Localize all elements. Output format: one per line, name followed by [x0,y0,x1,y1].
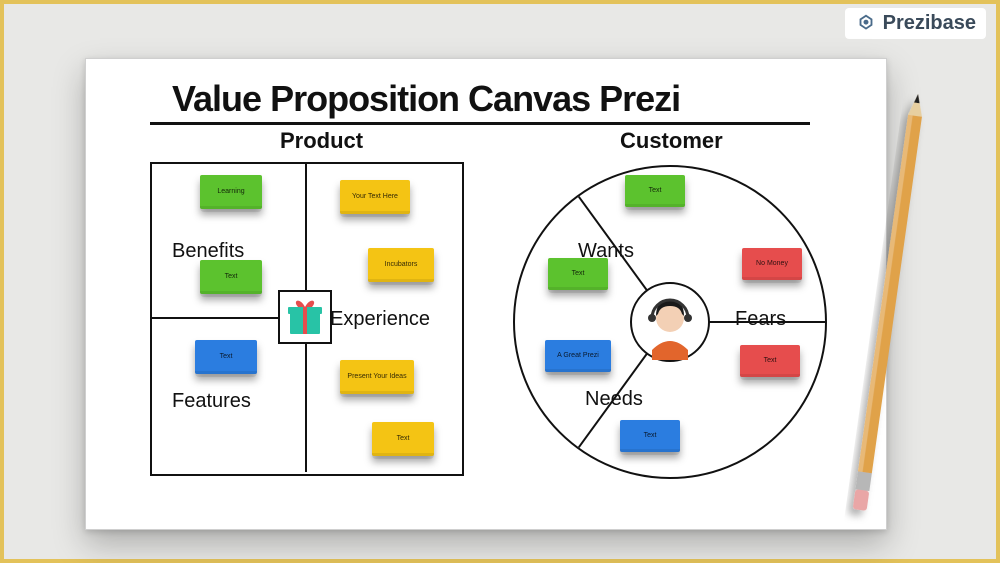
sticky-note: Text [195,340,257,374]
avatar-icon [632,284,708,360]
features-label: Features [172,390,251,413]
sticky-note-text: No Money [753,260,791,268]
sticky-note: Text [740,345,800,377]
sticky-note-text: Text [641,432,660,440]
sticky-note: Text [620,420,680,452]
prezibase-logo: Prezibase [845,8,986,39]
sticky-note-text: Text [217,353,236,361]
sticky-note: Learning [200,175,262,209]
sticky-note: Text [372,422,434,456]
sticky-note: Present Your Ideas [340,360,414,394]
sticky-note-text: Incubators [382,261,421,269]
sticky-note-text: A Great Prezi [554,352,602,360]
sticky-note-text: Text [646,187,665,195]
sticky-note: Your Text Here [340,180,410,214]
sticky-note: Incubators [368,248,434,282]
sticky-note: Text [625,175,685,207]
title-rule [150,122,810,125]
sticky-note-text: Learning [214,188,247,196]
customer-inner-circle [630,282,710,362]
main-title: Value Proposition Canvas Prezi [172,78,680,120]
stage: Prezibase Value Proposition Canvas Prezi… [0,0,1000,563]
prezibase-icon [855,13,877,35]
sticky-note-text: Your Text Here [349,193,401,201]
sticky-note: No Money [742,248,802,280]
sticky-note-text: Text [394,435,413,443]
sticky-note: Text [548,258,608,290]
sticky-note: A Great Prezi [545,340,611,372]
needs-label: Needs [585,388,643,411]
sticky-note-text: Text [761,357,780,365]
customer-heading: Customer [620,128,723,154]
sticky-note: Text [200,260,262,294]
prezibase-label: Prezibase [883,12,976,35]
experience-label: Experience [330,308,430,331]
sticky-note-text: Text [222,273,241,281]
fears-label: Fears [735,308,786,331]
product-heading: Product [280,128,363,154]
sticky-note-text: Text [569,270,588,278]
gift-icon [278,290,332,344]
sticky-note-text: Present Your Ideas [344,373,409,381]
